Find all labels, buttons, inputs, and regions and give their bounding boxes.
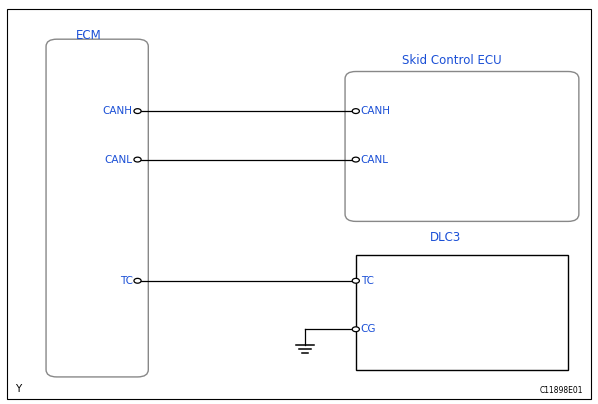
Text: DLC3: DLC3 [430,231,461,244]
Text: TC: TC [120,276,133,286]
Circle shape [134,157,141,162]
Text: TC: TC [361,276,374,286]
Text: CANL: CANL [105,155,133,164]
Text: CANH: CANH [361,106,390,116]
Text: Y: Y [15,384,21,394]
Text: ECM: ECM [75,29,102,42]
Text: C11898E01: C11898E01 [539,386,583,395]
Text: Skid Control ECU: Skid Control ECU [402,54,501,67]
Circle shape [134,278,141,283]
Text: CANH: CANH [103,106,133,116]
Circle shape [352,327,359,332]
Circle shape [352,109,359,114]
Circle shape [352,157,359,162]
Text: CANL: CANL [361,155,389,164]
Text: CG: CG [361,324,376,334]
Circle shape [352,278,359,283]
Circle shape [134,109,141,114]
